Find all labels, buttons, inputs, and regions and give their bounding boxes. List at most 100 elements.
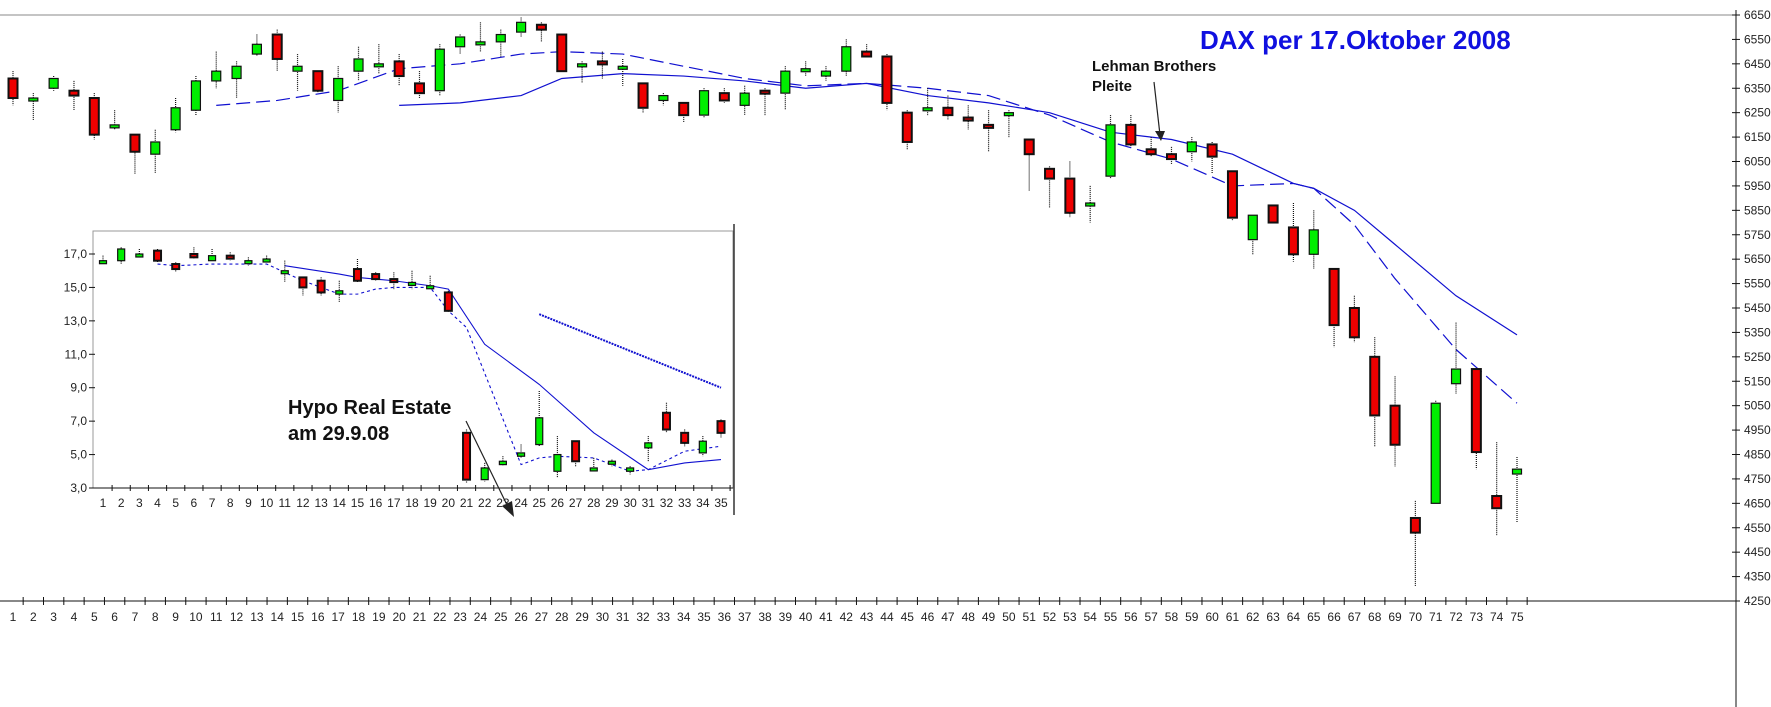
y-tick-label: 5850 [1744, 203, 1771, 217]
x-tick-label: 53 [1063, 610, 1077, 624]
x-tick-label: 52 [1043, 610, 1057, 624]
inset-x-tick-label: 29 [605, 496, 619, 510]
inset-x-tick-label: 26 [551, 496, 565, 510]
candle-body [983, 123, 995, 129]
candle-body [333, 77, 344, 102]
x-tick-label: 55 [1104, 610, 1118, 624]
y-tick-label: 5650 [1744, 252, 1771, 266]
inset-x-tick-label: 28 [587, 496, 601, 510]
x-tick-label: 12 [230, 610, 244, 624]
candle-body [135, 253, 144, 258]
candle-body [1511, 468, 1523, 475]
inset-x-tick-label: 33 [678, 496, 692, 510]
candle-body [596, 60, 608, 66]
inset-y-tick-label: 9,0 [70, 381, 87, 395]
candle-body [553, 453, 562, 472]
candle-body [718, 92, 730, 102]
candle-body [607, 460, 617, 465]
candle-body [589, 467, 598, 472]
candle-body [292, 65, 303, 72]
y-tick-label: 6650 [1744, 8, 1771, 22]
y-tick-label: 4550 [1744, 521, 1771, 535]
candle-body [244, 260, 253, 265]
inset-x-axis: 1 2 3 4 5 6 7 8 9 10 11 12 13 14 15 16 17 18 19 20 21 22 23 24 2… [93, 485, 733, 510]
x-tick-label: 24 [474, 610, 488, 624]
x-tick-label: 67 [1348, 610, 1362, 624]
x-tick-label: 34 [677, 610, 691, 624]
y-tick-label: 4450 [1744, 545, 1771, 559]
candle-body [901, 111, 913, 143]
y-tick-label: 4250 [1744, 594, 1771, 608]
x-tick-label: 46 [921, 610, 935, 624]
x-tick-label: 68 [1368, 610, 1382, 624]
x-tick-label: 3 [50, 610, 57, 624]
x-tick-label: 25 [494, 610, 508, 624]
x-tick-label: 17 [332, 610, 346, 624]
main-candlesticks [7, 17, 1523, 587]
candle-body [1450, 368, 1462, 385]
candle-body [316, 279, 326, 294]
candle-body [571, 440, 581, 463]
inset-y-tick-label: 7,0 [70, 414, 87, 428]
y-tick-label: 4850 [1744, 448, 1771, 462]
x-tick-label: 7 [132, 610, 139, 624]
x-tick-label: 58 [1165, 610, 1179, 624]
x-tick-label: 22 [433, 610, 447, 624]
x-tick-label: 54 [1084, 610, 1098, 624]
candle-body [739, 92, 750, 106]
candle-body [556, 33, 568, 73]
x-tick-label: 23 [453, 610, 467, 624]
candle-body [150, 141, 161, 155]
x-tick-label: 71 [1429, 610, 1443, 624]
x-tick-label: 37 [738, 610, 752, 624]
x-tick-label: 8 [152, 610, 159, 624]
inset-x-tick-label: 16 [369, 496, 383, 510]
inset-x-tick-label: 12 [296, 496, 310, 510]
y-tick-label: 5450 [1744, 301, 1771, 315]
candle-body [1165, 153, 1177, 161]
candle-body [498, 460, 507, 466]
candle-body [426, 285, 435, 290]
inset-x-tick-label: 34 [696, 496, 710, 510]
x-tick-label: 32 [636, 610, 650, 624]
main-moving-averages [216, 51, 1518, 404]
main-x-axis: 1 2 3 4 5 6 7 8 9 10 11 12 13 14 15 16 17 18 19 20 21 22 23 24 2… [10, 597, 1528, 624]
x-tick-label: 40 [799, 610, 813, 624]
candle-body [1287, 226, 1299, 256]
candle-body [535, 417, 544, 446]
annotation-hypo-line1: Hypo Real Estate [288, 397, 452, 419]
candle-body [443, 291, 453, 312]
inset-y-axis: 17,0 15,0 13,0 11,0 9,0 7,0 5,0 3,0 [64, 247, 95, 495]
candle-body [1125, 123, 1137, 146]
x-tick-label: 66 [1327, 610, 1341, 624]
candle-body [373, 63, 384, 68]
candle-body [170, 107, 181, 131]
inset-x-tick-label: 35 [714, 496, 728, 510]
inset-y-tick-label: 3,0 [70, 481, 87, 495]
inset-x-tick-label: 17 [387, 496, 401, 510]
candle-body [698, 90, 710, 116]
x-tick-label: 61 [1226, 610, 1240, 624]
x-tick-label: 38 [758, 610, 772, 624]
candle-body [129, 133, 141, 153]
main-plot-frame [0, 10, 1737, 707]
candle-body [68, 89, 80, 97]
candle-body [280, 270, 289, 275]
x-tick-label: 13 [250, 610, 264, 624]
candle-body [780, 70, 791, 94]
candle-body [88, 97, 100, 136]
x-tick-label: 16 [311, 610, 325, 624]
candle-body [153, 249, 163, 262]
candle-body [617, 65, 628, 70]
candle-body [759, 89, 771, 95]
x-tick-label: 47 [941, 610, 955, 624]
candle-body [516, 452, 526, 457]
annotation-lehman-line1: Lehman Brothers [1092, 58, 1217, 75]
y-tick-label: 5150 [1744, 374, 1771, 388]
candle-body [262, 258, 271, 263]
inset-x-tick-label: 31 [642, 496, 656, 510]
inset-x-tick-label: 14 [333, 496, 347, 510]
candle-body [658, 94, 669, 102]
y-tick-label: 6050 [1744, 155, 1771, 169]
candle-body [881, 55, 893, 104]
